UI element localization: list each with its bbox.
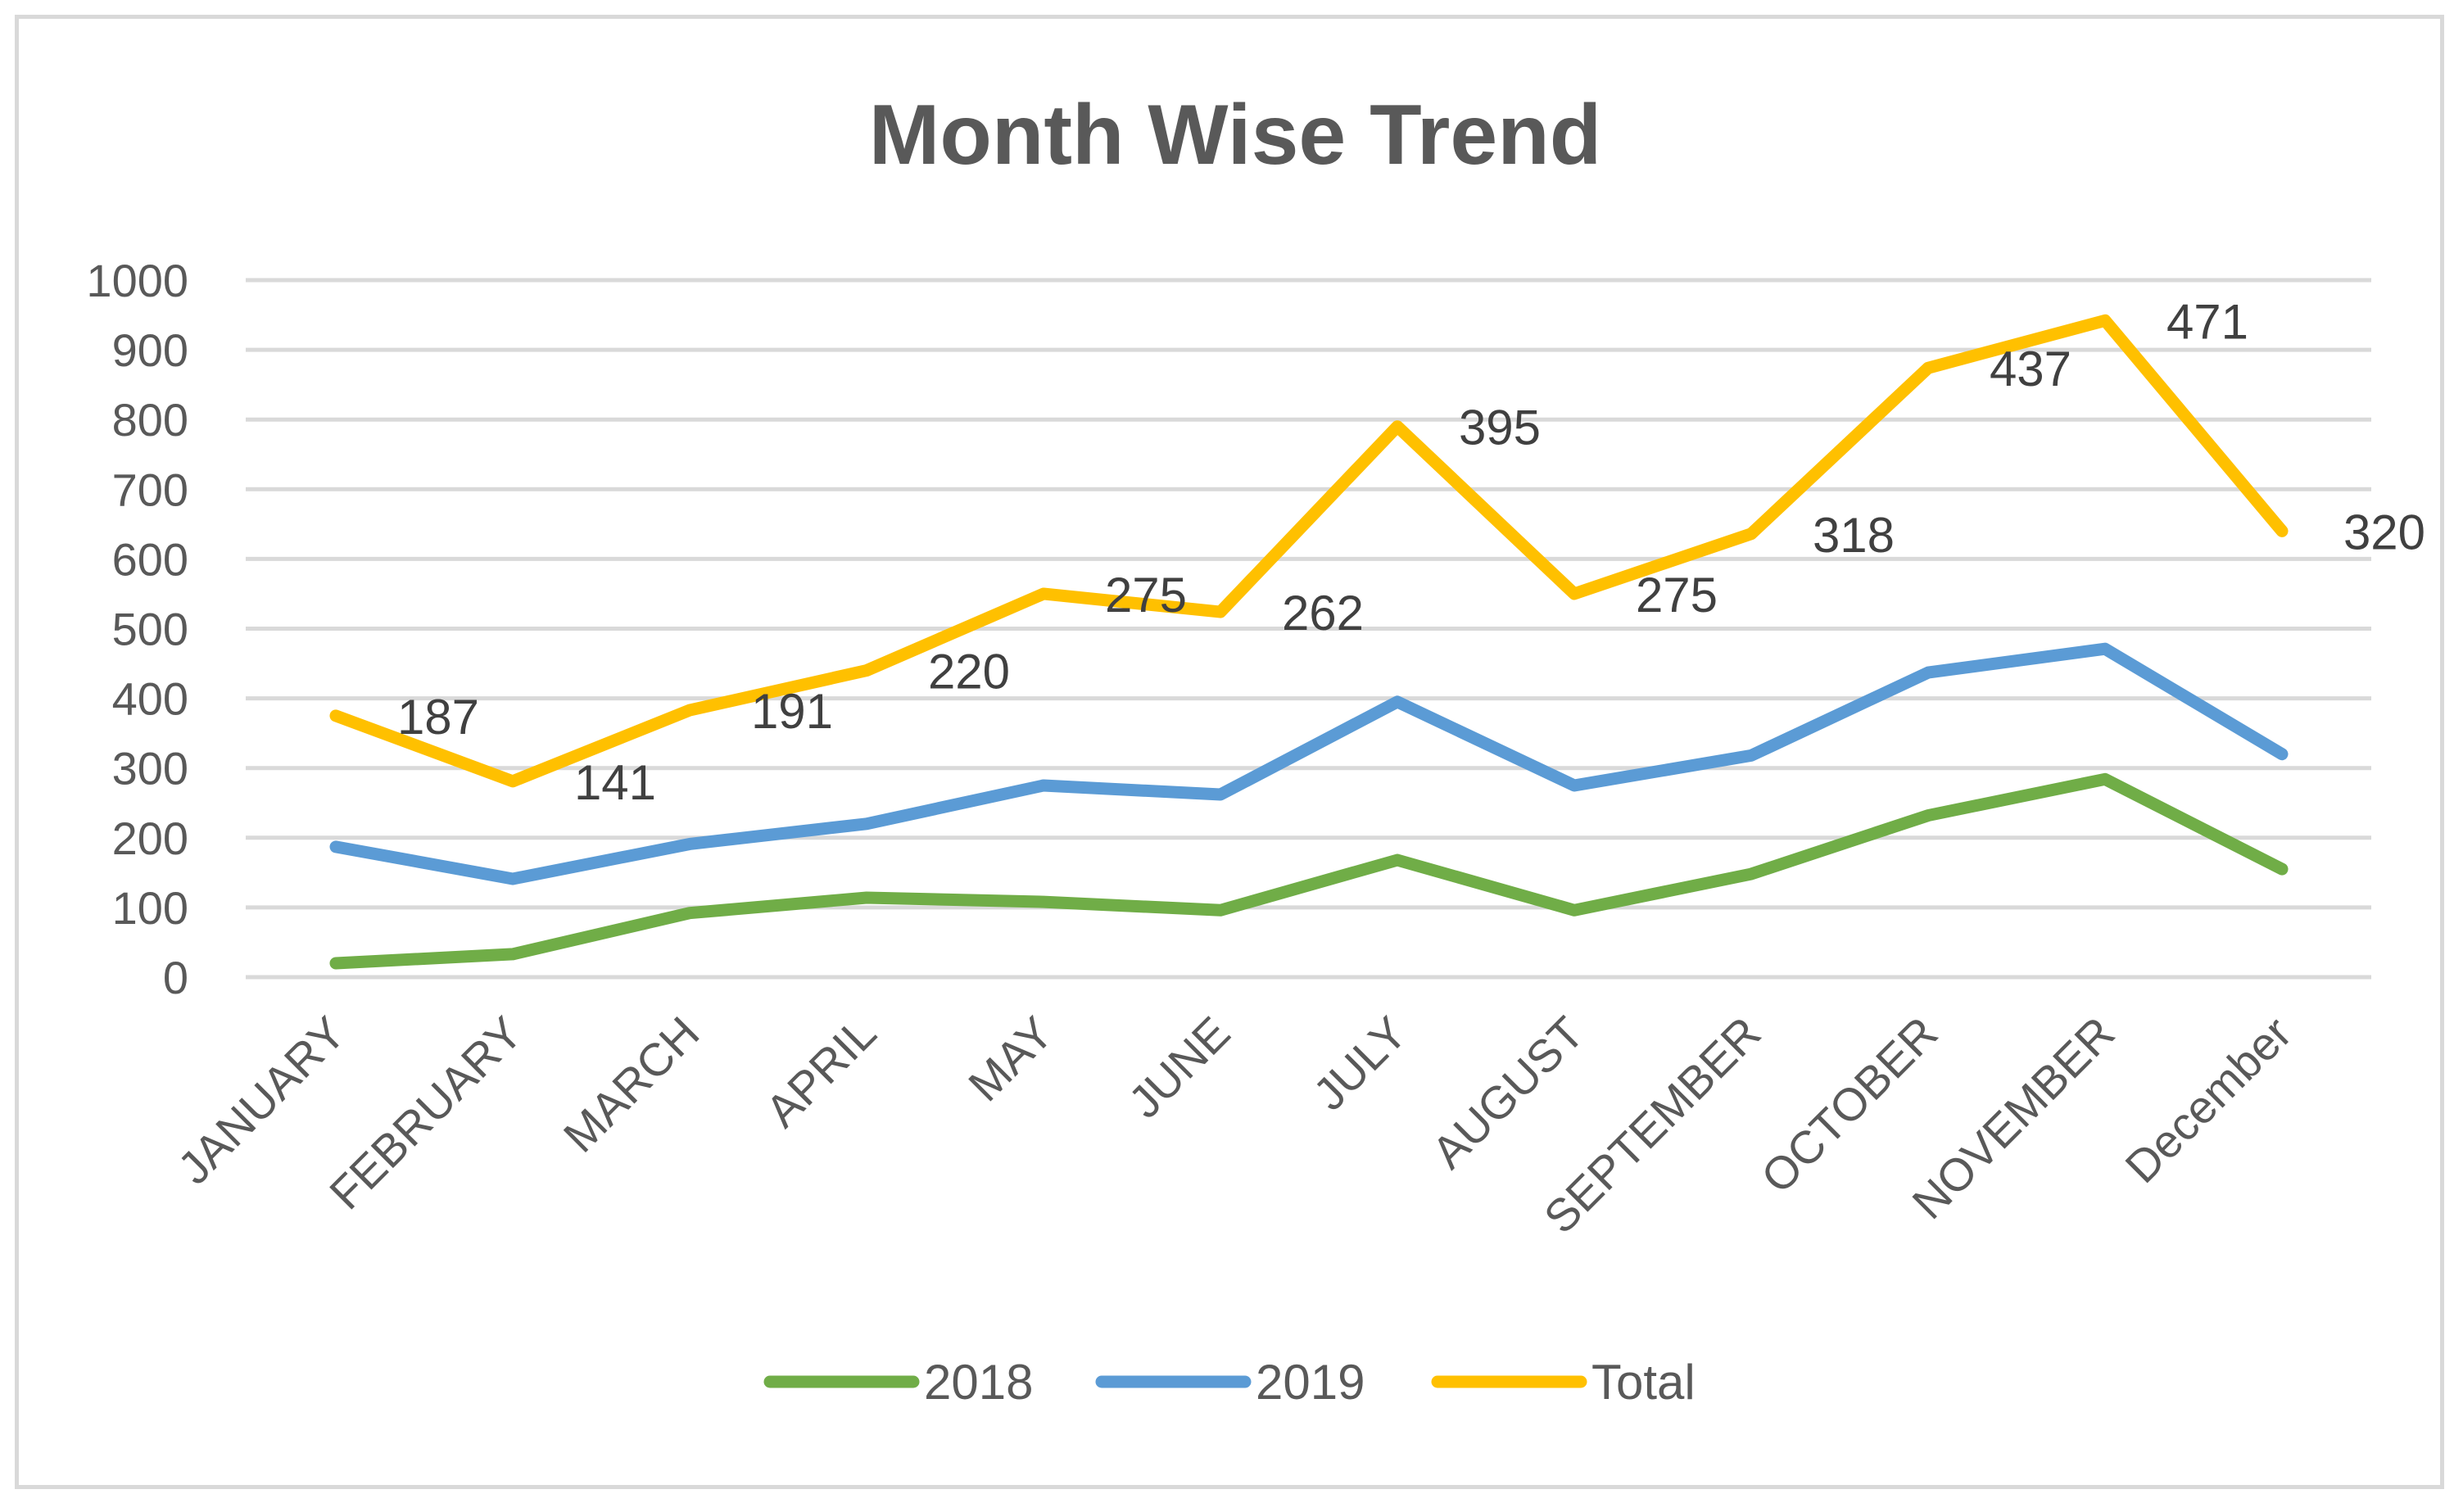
legend-label-total: Total [1591,1355,1696,1410]
data-point-2018 [689,912,690,914]
x-tick-label: JANUARY [168,1007,355,1194]
data-point-total [1573,593,1575,595]
data-point-2019 [1220,794,1221,795]
x-tick-label: MAY [958,1007,1062,1111]
gridlines [246,278,2371,980]
y-tick-label: 400 [112,673,188,725]
y-tick-label: 600 [112,533,188,585]
data-labels: 187 141 191 220 275 262 395 275 318 437 471 320 [397,294,2425,810]
data-point-2019 [1750,754,1752,756]
y-tick-label: 200 [112,813,188,864]
x-tick-label: December [2115,1007,2301,1193]
y-axis-ticks: 0 100 200 300 400 500 600 700 800 900 1000 [86,255,188,1003]
data-label: 275 [1636,568,1718,622]
data-point-2018 [1043,901,1044,903]
x-tick-label: JULY [1303,1007,1416,1120]
data-point-2019 [1043,785,1044,786]
data-point-2019 [866,823,867,825]
y-tick-label: 300 [112,743,188,794]
y-tick-label: 1000 [86,255,188,306]
series-lines [329,314,2289,970]
x-tick-label: JUNE [1119,1007,1240,1128]
series-line-2019 [329,642,2289,885]
data-point-2018 [1573,909,1575,911]
data-point-2019 [512,878,514,880]
data-point-total [335,715,337,717]
data-point-total [1750,533,1752,535]
data-point-total [512,781,514,782]
data-label: 275 [1105,568,1187,622]
data-point-2019 [2281,754,2283,755]
data-label: 262 [1282,586,1364,641]
x-tick-label: AUGUST [1422,1007,1594,1179]
y-tick-label: 800 [112,394,188,446]
legend-label-2018: 2018 [924,1355,1033,1410]
data-point-2018 [2281,868,2283,870]
data-point-total [689,709,690,711]
data-label: 187 [397,690,479,745]
chart-title: Month Wise Trend [869,88,1602,183]
data-label: 141 [574,755,656,810]
data-point-2018 [335,962,337,964]
data-point-2018 [2104,778,2106,780]
data-point-2019 [1397,701,1398,703]
data-label: 471 [2166,294,2248,349]
data-point-total [2281,530,2283,532]
data-point-total [1043,593,1044,595]
legend: 2018 2019 Total [763,1355,1696,1410]
x-tick-label: OCTOBER [1751,1007,1948,1203]
data-label: 318 [1813,508,1895,563]
data-point-2019 [335,846,337,848]
legend-label-2019: 2019 [1256,1355,1365,1410]
data-point-total [1220,611,1221,613]
data-label: 437 [1990,342,2071,396]
data-point-2019 [2104,648,2106,650]
data-point-2018 [512,953,514,955]
data-label: 395 [1459,401,1541,455]
data-point-2019 [1927,672,1929,673]
data-label: 220 [928,645,1010,699]
data-point-2019 [689,843,690,844]
data-point-total [866,670,867,672]
y-tick-label: 900 [112,324,188,376]
data-point-total [2104,319,2106,321]
data-point-2018 [1927,815,1929,817]
y-tick-label: 100 [112,882,188,934]
y-tick-label: 0 [163,952,188,1003]
data-point-2019 [1573,785,1575,786]
y-tick-label: 500 [112,604,188,655]
data-point-2018 [1397,859,1398,861]
data-point-total [1927,367,1929,369]
data-point-2018 [1220,909,1221,911]
data-point-2018 [866,897,867,899]
x-tick-label: APRIL [755,1007,885,1137]
data-label: 191 [751,684,833,739]
series-line-total [329,314,2289,788]
series-line-2018 [329,772,2289,970]
data-point-2018 [1750,873,1752,875]
data-label: 320 [2343,505,2425,559]
y-tick-label: 700 [112,464,188,515]
x-tick-label: MARCH [554,1007,709,1162]
data-point-total [1397,426,1398,428]
x-tick-label: FEBRUARY [319,1007,532,1219]
